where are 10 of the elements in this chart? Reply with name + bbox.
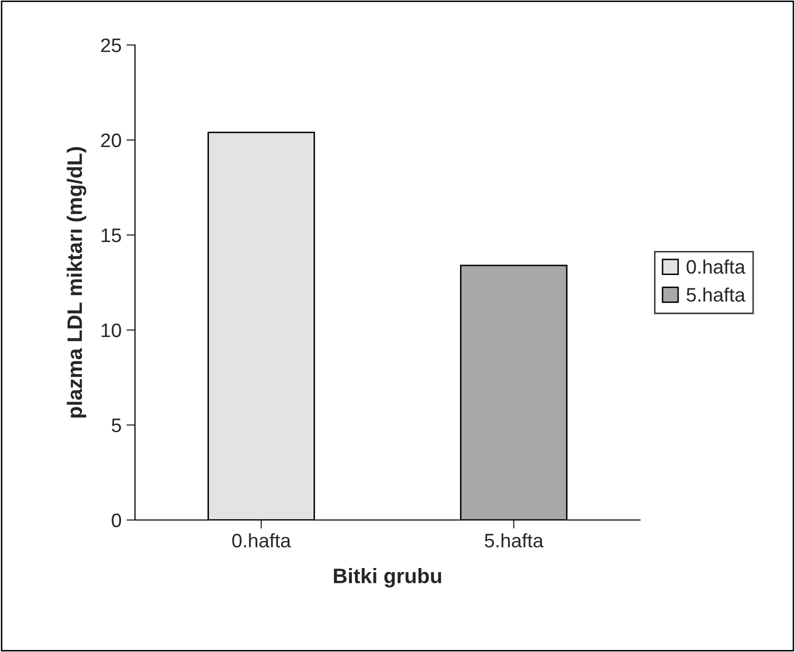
x-axis-title: Bitki grubu <box>334 568 442 588</box>
y-tick-label: 0 <box>112 513 122 528</box>
legend-label: 0.hafta <box>686 260 746 274</box>
y-tick-label: 5 <box>112 418 121 432</box>
legend-label: 5.hafta <box>686 287 746 302</box>
y-tick-label: 20 <box>101 133 122 148</box>
y-tick-label: 25 <box>101 38 121 52</box>
y-tick-label: 10 <box>102 323 122 338</box>
y-tick-label: 15 <box>102 228 121 242</box>
y-axis-title: plazma LDL miktarı (mg/dL) <box>66 147 86 418</box>
